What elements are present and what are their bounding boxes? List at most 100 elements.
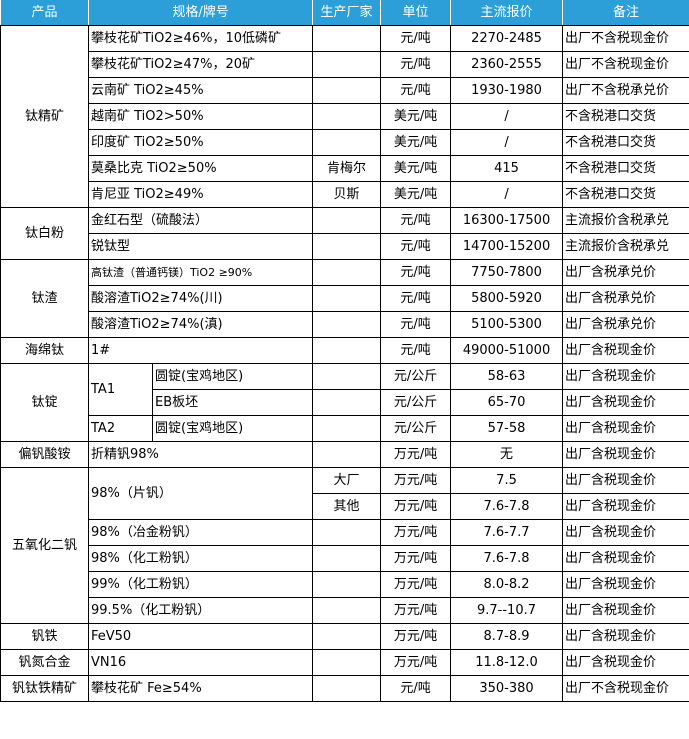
table-cell: VN16 (87, 649, 314, 676)
table-row: 酸溶渣TiO2≥74%(川) 元/吨 5800-5920 出厂含税承兑价 (1, 285, 689, 312)
table-cell: 14700-15200 (450, 233, 564, 260)
table-cell (312, 25, 382, 52)
table-cell: 攀枝花矿 Fe≥54% (87, 675, 314, 702)
table-cell: 57-58 (450, 415, 564, 442)
header-product: 产品 (0, 0, 89, 26)
table-cell: 其他 (312, 493, 382, 520)
table-cell: 钛渣 (0, 259, 89, 338)
table-row: 海绵钛 1# 元/吨 49000-51000 出厂含税现金价 (0, 337, 689, 364)
table-cell: 出厂不含税现金价 (562, 51, 689, 78)
table-cell: 元/吨 (380, 51, 452, 78)
table-cell: EB板坯 (151, 389, 314, 416)
table-cell: 五氧化二钒 (0, 467, 89, 624)
table-cell: / (450, 181, 564, 208)
table-cell: 万元/吨 (380, 545, 452, 572)
table-cell: 元/公斤 (380, 415, 452, 442)
table-cell: 主流报价含税承兑 (562, 233, 689, 260)
table-cell: 8.7-8.9 (450, 623, 564, 650)
header-note: 备注 (562, 0, 689, 26)
header-spec: 规格/牌号 (87, 0, 314, 26)
table-cell: 65-70 (450, 389, 564, 416)
table-cell: 万元/吨 (380, 623, 452, 650)
table-row: 钒铁 FeV50 万元/吨 8.7-8.9 出厂含税现金价 (0, 623, 689, 650)
table-row: 钛白粉 金红石型（硫酸法） 元/吨 16300-17500 主流报价含税承兑 (0, 207, 689, 260)
table-cell: 元/吨 (380, 285, 452, 312)
table-header-row: 产品 规格/牌号 生产厂家 单位 主流报价 备注 (0, 0, 689, 26)
table-cell: 1930-1980 (450, 77, 564, 104)
table-cell: 1# (87, 337, 314, 364)
price-table: 产品 规格/牌号 生产厂家 单位 主流报价 备注 钛精矿 攀枝花矿TiO2≥46%… (0, 0, 689, 702)
table-cell: 元/公斤 (380, 389, 452, 416)
table-cell: 出厂含税现金价 (562, 545, 689, 572)
table-cell: 出厂不含税承兑价 (562, 77, 689, 104)
table-cell: 金红石型（硫酸法） (87, 207, 314, 234)
table-row: 偏钒酸铵 折精钒98% 万元/吨无出厂含税现金价 (0, 441, 689, 468)
table-row: 攀枝花矿TiO2≥47%，20矿 元/吨 2360-2555 出厂不含税现金价 (1, 51, 689, 78)
table-cell (312, 103, 382, 130)
table-cell: 万元/吨 (380, 649, 452, 676)
table-cell: 49000-51000 (450, 337, 564, 364)
table-cell (312, 259, 382, 286)
table-cell: 万元/吨 (380, 571, 452, 598)
table-cell: 美元/吨 (380, 129, 452, 156)
table-cell: 元/吨 (380, 311, 452, 338)
table-cell: 肯梅尔 (312, 155, 382, 182)
table-cell: 2360-2555 (450, 51, 564, 78)
table-cell: 98%（片钒） (87, 467, 314, 520)
table-cell: TA2 (88, 415, 153, 442)
table-cell (312, 571, 382, 598)
table-cell: 元/吨 (380, 233, 452, 260)
table-row: 五氧化二钒 98%（片钒） 大厂 万元/吨 7.5 出厂含税现金价 (0, 467, 689, 624)
table-cell (312, 311, 382, 338)
table-cell: 5100-5300 (450, 311, 564, 338)
table-cell: 出厂含税现金价 (562, 571, 689, 598)
table-cell: 元/吨 (380, 207, 452, 234)
table-row: 其他 万元/吨 7.6-7.8 出厂含税现金价 (1, 493, 689, 520)
table-row: 锐钛型 元/吨 14700-15200 主流报价含税承兑 (1, 233, 689, 260)
table-cell: 大厂 (312, 467, 382, 494)
table-row: 钛渣 高钛渣（普通钙镁）TiO2 ≥90% 元/吨 7750-7800 出厂含税承兑价 (0, 259, 689, 338)
header-unit: 单位 (380, 0, 452, 26)
table-cell: 元/公斤 (380, 363, 452, 390)
table-cell: 出厂不含税现金价 (562, 25, 689, 52)
table-cell: 出厂含税现金价 (562, 337, 689, 364)
table-cell: 攀枝花矿TiO2≥47%，20矿 (87, 51, 314, 78)
table-cell: 出厂含税承兑价 (562, 285, 689, 312)
table-cell: 不含税港口交货 (562, 155, 689, 182)
table-cell: 7750-7800 (450, 259, 564, 286)
table-cell (312, 285, 382, 312)
table-cell: 7.6-7.8 (450, 493, 564, 520)
table-row: 酸溶渣TiO2≥74%(滇) 元/吨 5100-5300 出厂含税承兑价 (1, 311, 689, 338)
table-cell: 99.5%（化工粉钒） (87, 597, 314, 624)
table-cell (312, 649, 382, 676)
table-cell: 云南矿 TiO2≥45% (87, 77, 314, 104)
table-row: TA2 圆锭(宝鸡地区) 元/公斤 57-58 出厂含税现金价 (1, 415, 689, 442)
table-cell: 高钛渣（普通钙镁）TiO2 ≥90% (87, 259, 314, 286)
table-cell (312, 675, 382, 702)
table-row: 钒钛铁精矿 攀枝花矿 Fe≥54% 元/吨 350-380 出厂不含税现金价 (0, 675, 689, 702)
table-cell: 出厂含税承兑价 (562, 259, 689, 286)
table-row: 98%（化工粉钒） 万元/吨 7.6-7.8 出厂含税现金价 (1, 545, 689, 572)
table-cell (312, 207, 382, 234)
table-cell: 酸溶渣TiO2≥74%(滇) (87, 311, 314, 338)
table-body: 钛精矿 攀枝花矿TiO2≥46%，10低磷矿 元/吨 2270-2485 出厂不含税现金… (0, 25, 689, 702)
table-cell: 越南矿 TiO2>50% (87, 103, 314, 130)
table-cell: 8.0-8.2 (450, 571, 564, 598)
table-cell: 攀枝花矿TiO2≥46%，10低磷矿 (87, 25, 314, 52)
table-cell: 9.7--10.7 (450, 597, 564, 624)
table-cell (312, 519, 382, 546)
table-cell: 万元/吨 (380, 493, 452, 520)
table-cell: FeV50 (87, 623, 314, 650)
table-cell: 元/吨 (380, 77, 452, 104)
table-cell: 出厂含税现金价 (562, 389, 689, 416)
table-cell: 钒氮合金 (0, 649, 89, 676)
table-cell: 海绵钛 (0, 337, 89, 364)
table-row: 钛精矿 攀枝花矿TiO2≥46%，10低磷矿 元/吨 2270-2485 出厂不含税现金… (0, 25, 689, 208)
table-cell: 圆锭(宝鸡地区) (151, 363, 314, 390)
table-cell: 主流报价含税承兑 (562, 207, 689, 234)
table-cell: TA1 (88, 363, 153, 416)
table-cell: 元/吨 (380, 675, 452, 702)
table-cell (312, 415, 382, 442)
table-cell (312, 337, 382, 364)
table-cell: 2270-2485 (450, 25, 564, 52)
